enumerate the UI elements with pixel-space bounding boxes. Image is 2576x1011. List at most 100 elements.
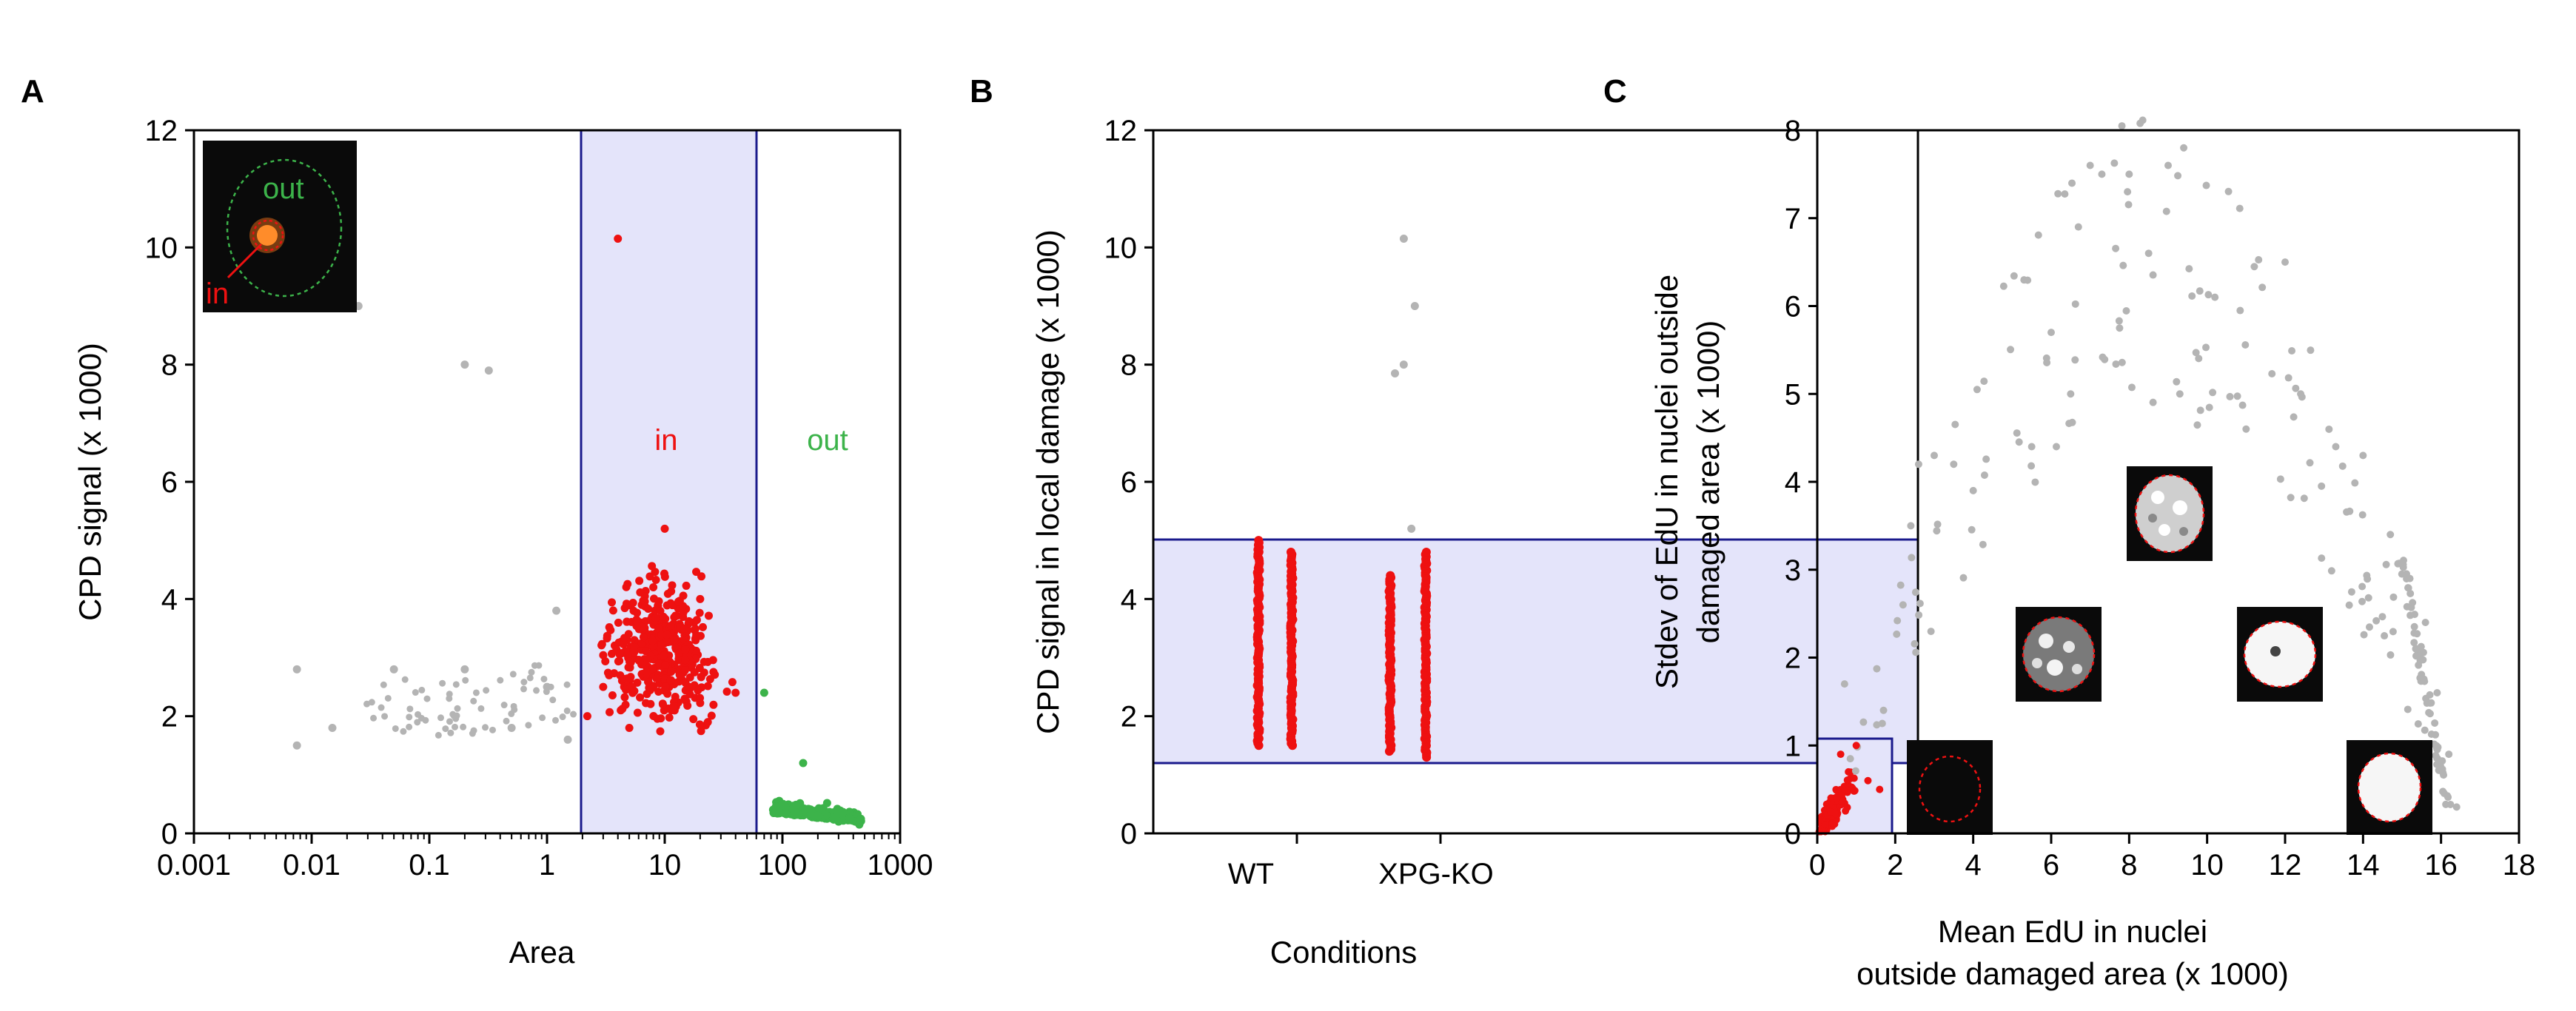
panel-a-point-in	[619, 639, 628, 648]
panel-c-point-excluded	[2318, 482, 2326, 490]
panel-c-point-excluded	[2052, 443, 2060, 451]
panel-a-point-excluded	[525, 722, 532, 729]
panel-c-point-excluded	[2434, 755, 2442, 763]
panel-c-point-excluded	[2410, 639, 2418, 647]
panel-a-point-excluded	[489, 726, 496, 733]
panel-a-point-in	[615, 650, 624, 659]
panel-c-point-excluded	[2387, 651, 2395, 659]
panel-c-point-excluded	[2144, 249, 2153, 258]
panel-b-point-in	[1421, 548, 1431, 557]
panel-a-point-in	[644, 604, 653, 613]
panel-c-point-excluded	[2426, 699, 2434, 707]
panel-b-point-excluded	[1410, 302, 1419, 310]
panel-c-point-excluded	[2255, 256, 2263, 264]
panel-c-point-excluded	[1973, 386, 1981, 394]
panel-c-point-excluded	[1914, 460, 1922, 468]
panel-a-point-out	[845, 814, 854, 823]
panel-c-point-excluded	[2381, 632, 2389, 640]
panel-a-point-in	[637, 639, 646, 648]
panel-a-point-in	[625, 657, 634, 666]
panel-a-point-in	[666, 621, 675, 630]
panel-c-point-excluded	[2015, 438, 2023, 446]
panel-c-point-excluded	[2071, 356, 2079, 364]
panel-c-point-excluded	[2417, 673, 2425, 681]
panel-a-point-in	[597, 641, 606, 650]
panel-a-point-in	[645, 572, 654, 581]
panel-a-point-excluded	[384, 694, 392, 702]
panel-c-point-excluded	[2193, 421, 2201, 429]
panel-a-point-in	[659, 700, 668, 709]
panel-a-point-excluded	[460, 360, 469, 369]
panel-c-point-excluded	[2414, 720, 2422, 728]
panel-c-point-in	[1833, 794, 1841, 802]
panel-c-point-excluded	[2226, 392, 2234, 400]
panel-a-point-excluded	[392, 725, 399, 732]
panel-c-label: C	[1603, 73, 1627, 110]
panel-c-point-in	[1876, 785, 1884, 793]
panel-a-point-in	[668, 581, 677, 590]
panel-a-annotation-in: in	[654, 424, 677, 457]
panel-c-point-in	[1850, 787, 1858, 795]
panel-c-xtick-label: 10	[2190, 849, 2224, 881]
panel-a-point-in	[633, 708, 642, 717]
panel-a-point-excluded	[563, 735, 572, 744]
panel-a-point-excluded	[482, 724, 489, 731]
panel-c-point-excluded	[2054, 189, 2062, 198]
panel-c-ylabel-line1: Stdev of EdU in nuclei outside	[1649, 275, 1684, 689]
panel-a-point-in	[614, 657, 623, 666]
panel-c-point-excluded	[2185, 265, 2193, 273]
panel-a-point-in	[694, 686, 702, 695]
panel-a-point-in	[685, 683, 694, 692]
panel-c-point-excluded	[1980, 471, 1988, 479]
panel-a-point-in	[614, 234, 623, 243]
panel-a-point-in	[692, 568, 701, 577]
panel-a-point-in	[660, 651, 668, 660]
panel-a-ytick-label: 10	[145, 232, 178, 264]
panel-a-point-excluded	[400, 728, 407, 735]
panel-a-point-excluded	[484, 366, 493, 375]
panel-a-point-excluded	[370, 714, 378, 722]
panel-a-point-excluded	[462, 676, 469, 684]
panel-c-point-excluded	[2389, 628, 2397, 636]
panel-c-point-excluded	[2211, 293, 2219, 301]
panel-a-point-in	[654, 624, 663, 633]
panel-a-axes: 0 2 4 6 8 10 12 0.001 0.01 0.1 1 10 100 1000	[145, 115, 933, 881]
panel-a-point-excluded	[470, 727, 477, 734]
panel-a-point-in	[622, 685, 631, 694]
panel-a-point-excluded	[378, 704, 385, 711]
panel-c-thumbnail-speckled	[2016, 607, 2102, 702]
panel-c-point-excluded	[2209, 389, 2217, 397]
panel-c-xtick-label: 18	[2503, 849, 2536, 881]
panel-a-xtick-label: 0.01	[283, 849, 341, 881]
panel-c-point-excluded	[1911, 639, 1919, 648]
panel-b-category-label: WT	[1228, 858, 1274, 890]
panel-a-point-excluded	[406, 723, 413, 730]
panel-c-point-excluded	[1908, 554, 1916, 562]
panel-c-point-excluded	[2071, 300, 2079, 308]
panel-c-point-excluded	[2346, 507, 2354, 515]
panel-c-xtick-label: 0	[1809, 849, 1825, 881]
panel-a-ytick-label: 4	[161, 583, 178, 616]
panel-b-ytick-label: 0	[1121, 818, 1137, 850]
panel-b-point-excluded	[1399, 360, 1408, 369]
panel-c-point-excluded	[2112, 244, 2120, 252]
panel-b-ytick-label: 2	[1121, 701, 1137, 733]
panel-c-point-excluded	[1951, 420, 1959, 429]
panel-c-point-excluded	[2358, 511, 2367, 519]
panel-a-point-out	[775, 809, 784, 818]
panel-a-point-excluded	[414, 719, 421, 726]
panel-c-points	[1815, 116, 2461, 836]
panel-a-point-excluded	[446, 691, 453, 698]
panel-c-point-excluded	[2173, 377, 2181, 386]
panel-a-point-excluded	[380, 681, 387, 688]
panel-a-point-in	[677, 672, 685, 681]
panel-a-point-in	[728, 678, 737, 687]
panel-a-point-in	[583, 712, 591, 721]
panel-a-point-in	[618, 705, 627, 713]
panel-a-point-in	[709, 700, 718, 709]
panel-c-point-excluded	[1840, 680, 1848, 688]
panel-a-point-in	[608, 598, 617, 607]
panel-a-point-in	[622, 582, 631, 591]
panel-a-point-in	[685, 617, 694, 625]
panel-c-xtick-label: 4	[1965, 849, 1982, 881]
